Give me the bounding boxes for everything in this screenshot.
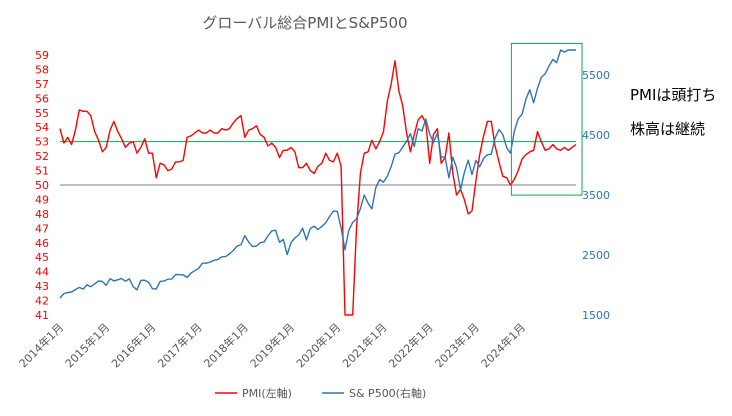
legend: PMI(左軸) S& P500(右軸) <box>215 386 426 400</box>
left-tick-label: 43 <box>35 280 49 293</box>
highlight-box-layer <box>510 42 583 196</box>
series-lines <box>59 49 577 316</box>
sp500-line <box>59 49 576 299</box>
right-tick-label: 4500 <box>582 129 610 142</box>
left-tick-label: 48 <box>35 208 49 221</box>
reference-lines <box>60 141 576 186</box>
x-tick-label: 2021年1月 <box>339 320 389 370</box>
note-pmi-peaked: PMIは頭打ち <box>630 86 717 104</box>
x-tick-label: 2014年1月 <box>16 320 66 370</box>
x-axis-ticks: 2014年1月2015年1月2016年1月2017年1月2018年1月2019年… <box>16 320 528 370</box>
right-tick-label: 5500 <box>582 69 610 82</box>
x-tick-label: 2017年1月 <box>155 320 205 370</box>
right-axis-ticks: 1500 2500 3500 4500 5500 <box>582 69 610 322</box>
x-tick-label: 2019年1月 <box>247 320 297 370</box>
left-tick-label: 54 <box>35 121 49 134</box>
note-stocks-rising: 株高は継続 <box>630 120 706 138</box>
left-tick-label: 50 <box>35 179 49 192</box>
highlight-box <box>510 42 583 196</box>
chart-title: グローバル総合PMIとS&P500 <box>202 14 407 32</box>
x-tick-label: 2023年1月 <box>432 320 482 370</box>
left-tick-label: 49 <box>35 193 49 206</box>
left-tick-label: 58 <box>35 63 49 76</box>
left-tick-label: 44 <box>35 266 49 279</box>
pmi-line <box>59 60 577 316</box>
left-tick-label: 45 <box>35 251 49 264</box>
right-tick-label: 2500 <box>582 249 610 262</box>
x-tick-label: 2024年1月 <box>478 320 528 370</box>
legend-label-pmi: PMI(左軸) <box>242 386 292 400</box>
x-tick-label: 2015年1月 <box>62 320 112 370</box>
left-tick-label: 41 <box>35 309 49 322</box>
left-tick-label: 53 <box>35 136 49 149</box>
x-tick-label: 2018年1月 <box>201 320 251 370</box>
left-tick-label: 47 <box>35 222 49 235</box>
left-tick-label: 57 <box>35 78 49 91</box>
left-tick-label: 56 <box>35 92 49 105</box>
left-tick-label: 46 <box>35 237 49 250</box>
right-tick-label: 1500 <box>582 309 610 322</box>
left-tick-label: 52 <box>35 150 49 163</box>
legend-label-sp500: S& P500(右軸) <box>349 386 426 400</box>
left-tick-label: 59 <box>35 49 49 62</box>
x-tick-label: 2022年1月 <box>386 320 436 370</box>
right-tick-label: 3500 <box>582 189 610 202</box>
x-tick-label: 2020年1月 <box>293 320 343 370</box>
left-tick-label: 42 <box>35 295 49 308</box>
left-tick-label: 55 <box>35 107 49 120</box>
left-tick-label: 51 <box>35 165 49 178</box>
x-tick-label: 2016年1月 <box>108 320 158 370</box>
